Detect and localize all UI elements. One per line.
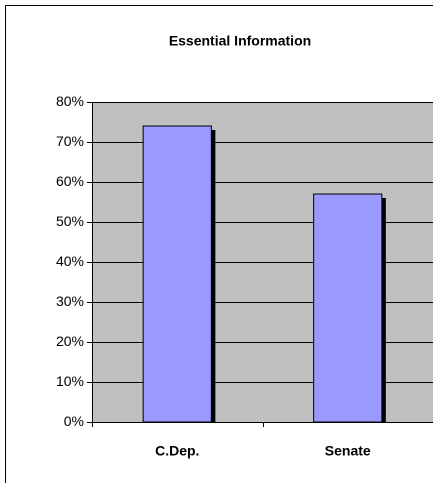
x-tick-label: C.Dep.: [155, 443, 199, 459]
chart-title: Essential Information: [169, 33, 311, 49]
y-tick-label: 70%: [56, 133, 84, 149]
y-tick-label: 80%: [56, 93, 84, 109]
bar: [313, 193, 383, 423]
x-tick-label: Senate: [325, 443, 371, 459]
y-tick-label: 50%: [56, 213, 84, 229]
y-tick-label: 40%: [56, 253, 84, 269]
y-tick-label: 30%: [56, 293, 84, 309]
y-tick-label: 60%: [56, 173, 84, 189]
y-tick-label: 20%: [56, 333, 84, 349]
bar: [142, 125, 212, 423]
y-tick-label: 10%: [56, 373, 84, 389]
y-tick-label: 0%: [64, 413, 84, 429]
